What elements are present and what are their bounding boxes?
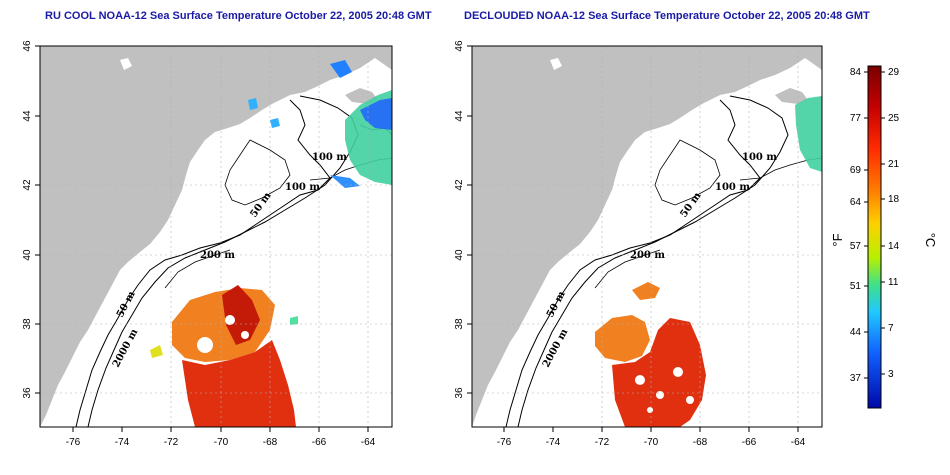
lon-tick-label: -70: [644, 437, 659, 448]
map-panel-raw: 100 m 100 m 50 m 200 m 50 m 2000 m -76 -…: [22, 40, 393, 448]
lat-tick-label: 46: [22, 40, 33, 52]
lat-tick-label: 42: [454, 179, 465, 191]
lon-tick-label: -68: [263, 437, 278, 448]
contour-label: 100 m: [312, 152, 347, 163]
gulf-stream: [612, 318, 706, 427]
lon-tick-label: -72: [164, 437, 179, 448]
lat-tick-label: 46: [454, 40, 465, 52]
contour-label: 100 m: [742, 152, 777, 163]
warm-eddy: [595, 315, 650, 362]
colorbar-f-tick: 69: [850, 165, 862, 176]
map-panel-declouded: 100 m 100 m 50 m 200 m 50 m 2000 m -76 -…: [454, 40, 823, 448]
colorbar-f-tick: 44: [850, 327, 862, 338]
contour-line: [517, 95, 789, 427]
contour-label: 100 m: [285, 182, 320, 193]
lat-tick-label: 40: [22, 249, 33, 261]
lon-tick-label: -64: [791, 437, 806, 448]
lat-axis: 46 44 42 40 38 36: [454, 40, 465, 399]
lon-tick-label: -66: [742, 437, 757, 448]
land-mass: [472, 46, 822, 427]
lat-tick-label: 40: [454, 249, 465, 261]
lat-axis: 46 44 42 40 38 36: [22, 40, 33, 399]
lat-tick-label: 42: [22, 179, 33, 191]
lon-tick-label: -76: [497, 437, 512, 448]
colorbar-c-tick: 18: [888, 194, 900, 205]
contour-line: [75, 99, 331, 427]
contour-line: [505, 99, 761, 427]
colorbar-c-tick: 29: [888, 67, 900, 78]
cold-water-patch: [795, 96, 822, 172]
lon-tick-label: -66: [312, 437, 327, 448]
colorbar-f-tick: 77: [850, 113, 862, 124]
lat-tick-label: 44: [454, 110, 465, 122]
contour-line: [594, 249, 661, 289]
colorbar-f-tick: 37: [850, 373, 862, 384]
lon-tick-label: -70: [214, 437, 229, 448]
map-frame: [39, 45, 393, 428]
colorbar-c-unit: °C: [923, 233, 938, 248]
colorbar-c-tick: 3: [888, 369, 894, 380]
lon-tick-label: -64: [361, 437, 376, 448]
colorbar-f-unit: °F: [830, 233, 845, 246]
land-mass: [40, 46, 392, 427]
lat-tick-label: 36: [22, 387, 33, 399]
lat-tick-label: 38: [454, 318, 465, 330]
colorbar-f-tick: 51: [850, 281, 862, 292]
colorbar-c-tick: 21: [888, 159, 900, 170]
lon-tick-label: -68: [693, 437, 708, 448]
lon-axis: -76 -74 -72 -70 -68 -66 -64: [497, 437, 806, 448]
colorbar-f-tick: 84: [850, 67, 862, 78]
colorbar-gradient: [867, 65, 882, 409]
lat-tick-label: 36: [454, 387, 465, 399]
colorbar-c-tick: 11: [888, 277, 899, 288]
lon-axis: -76 -74 -72 -70 -68 -66 -64: [66, 437, 376, 448]
lon-tick-label: -74: [546, 437, 561, 448]
colorbar-f-tick: 57: [850, 241, 862, 252]
lon-tick-label: -76: [66, 437, 81, 448]
colorbar: 84 77 69 64 57 51 44 37 29 25 21 18 14 1…: [830, 65, 938, 409]
colorbar-c-tick: 25: [888, 113, 900, 124]
colorbar-c-tick: 7: [888, 323, 894, 334]
contour-line: [654, 139, 721, 206]
map-title-declouded: DECLOUDED NOAA-12 Sea Surface Temperatur…: [464, 10, 870, 22]
contour-label: 200 m: [630, 250, 665, 261]
colorbar-c-tick: 14: [888, 241, 900, 252]
gulf-stream: [182, 340, 296, 427]
lon-tick-label: -74: [115, 437, 130, 448]
lon-tick-label: -72: [595, 437, 610, 448]
contour-label: 100 m: [715, 182, 750, 193]
contour-label: 200 m: [200, 250, 235, 261]
contour-line: [224, 139, 291, 206]
map-title-raw: RU COOL NOAA-12 Sea Surface Temperature …: [45, 10, 432, 22]
map-frame: [471, 45, 823, 428]
lat-tick-label: 38: [22, 318, 33, 330]
lat-tick-label: 44: [22, 110, 33, 122]
colorbar-f-tick: 64: [850, 197, 862, 208]
contour-line: [164, 249, 231, 289]
